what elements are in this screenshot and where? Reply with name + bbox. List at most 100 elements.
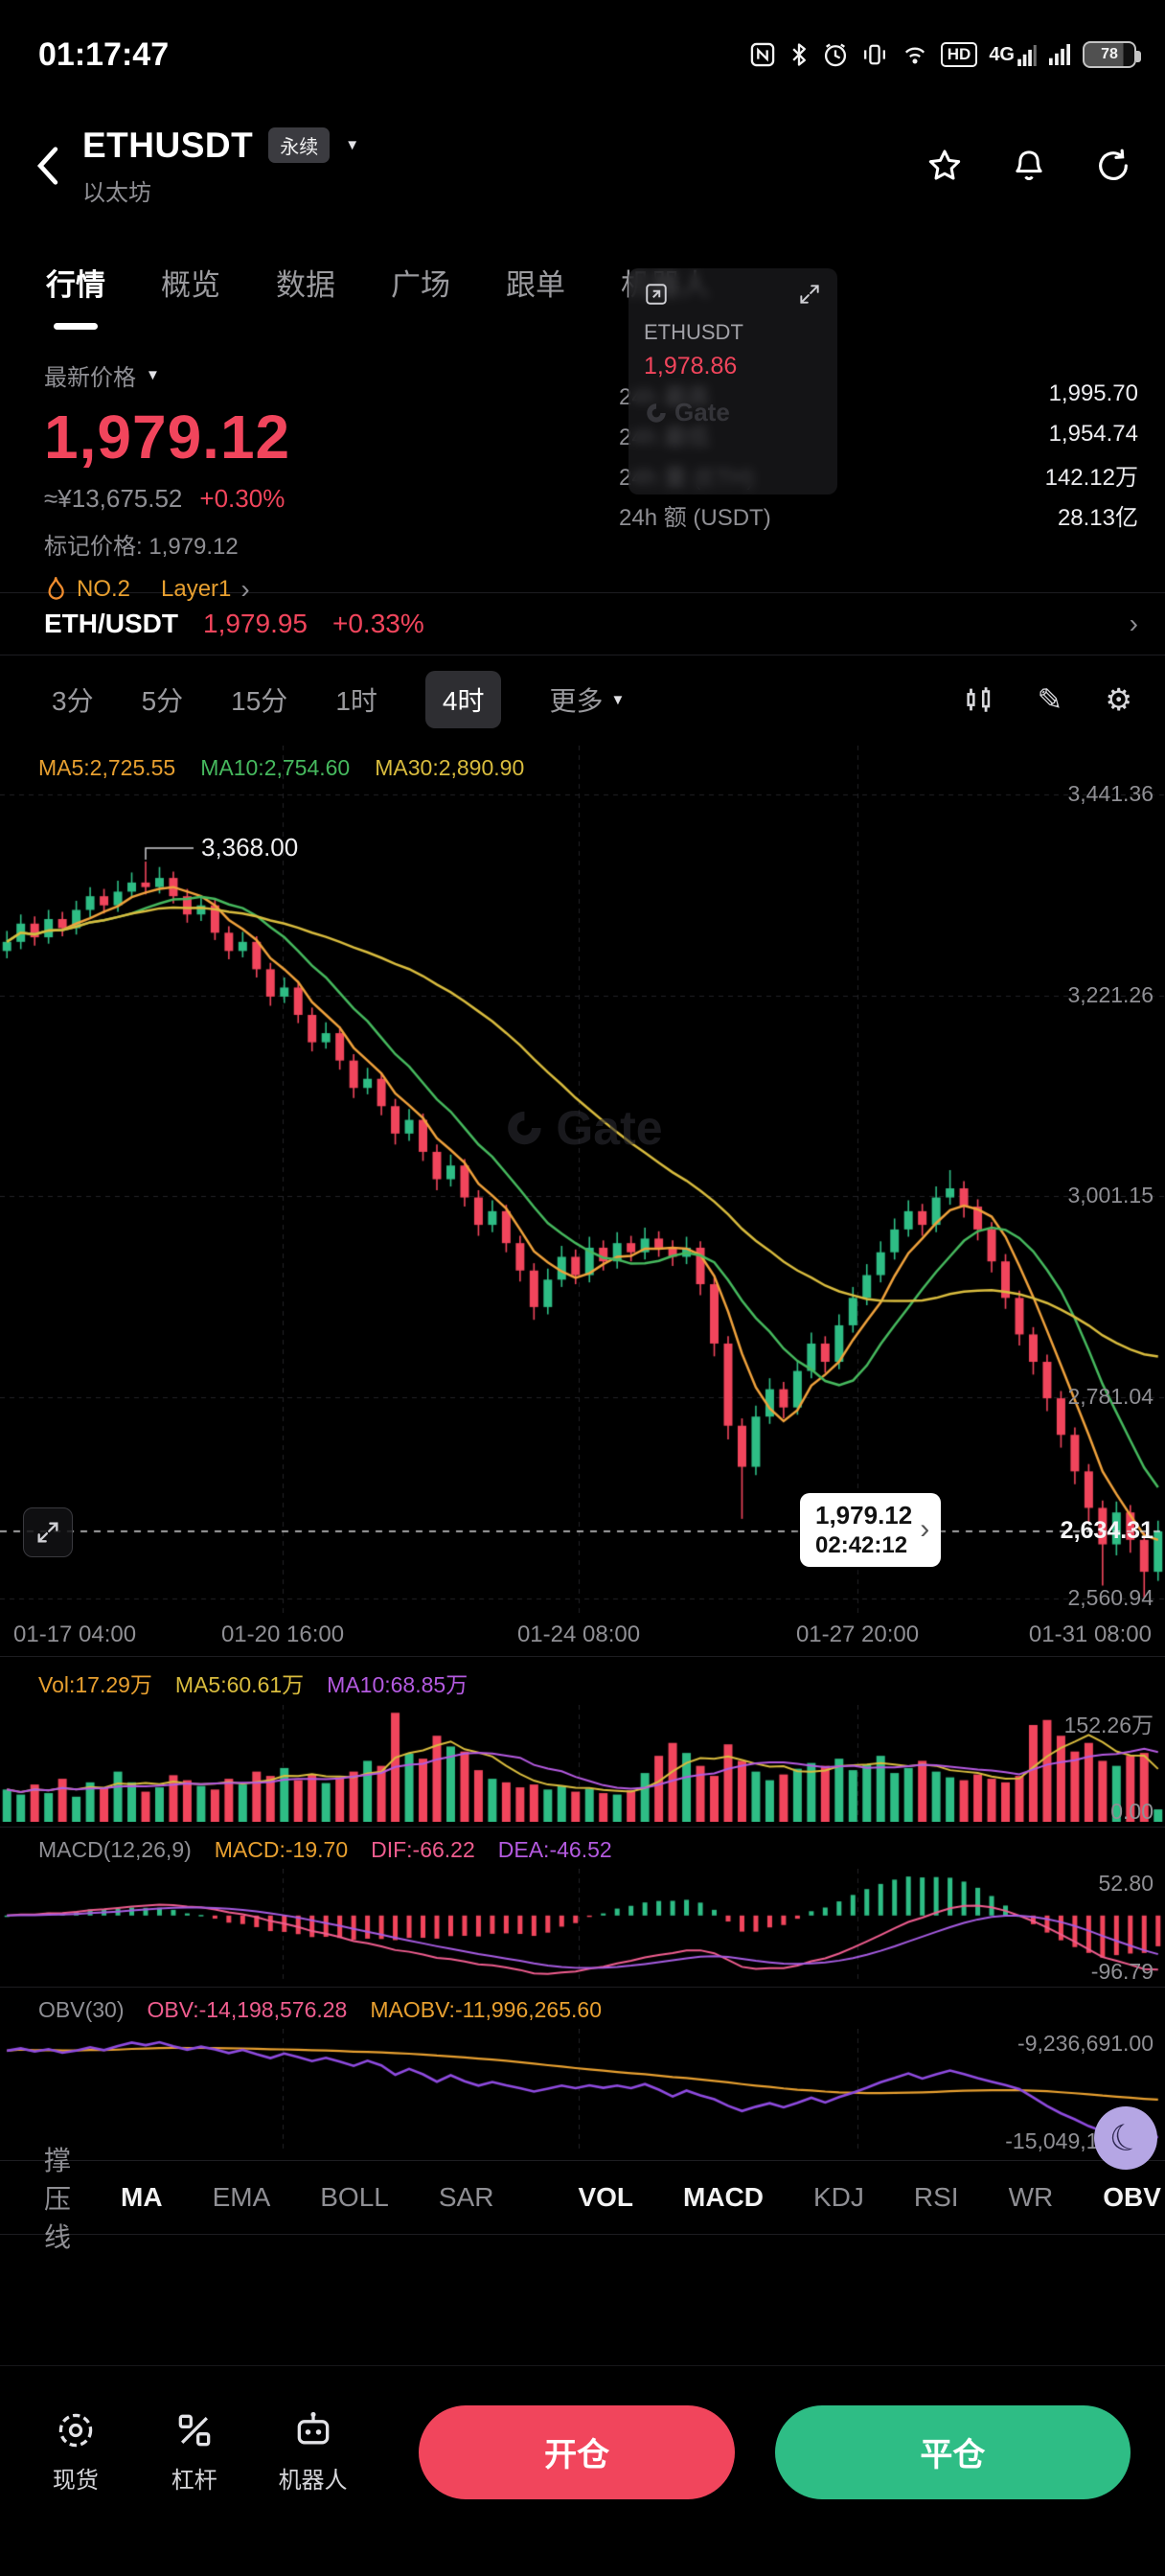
vol-y-min: 0.00 (1110, 1799, 1154, 1824)
latest-price-dropdown[interactable]: 最新价格 ▼ (44, 365, 160, 391)
current-price-badge[interactable]: 1,979.12 02:42:12 › (800, 1492, 942, 1567)
tf-3m[interactable]: 3分 (52, 686, 94, 716)
spot-pair-row[interactable]: ETH/USDT 1,979.95 +0.33% › (0, 592, 1165, 656)
vol-value-label: Vol:17.29万 (38, 1672, 152, 1697)
indicator-bar: 撑压线 MA EMA BOLL SAR VOL MACD KDJ RSI WR … (0, 2146, 1165, 2252)
nfc-icon (749, 41, 776, 68)
vol-ma10-label: MA10:68.85万 (327, 1672, 468, 1697)
tf-4h[interactable]: 4时 (424, 671, 502, 728)
obv-name-label: OBV(30) (38, 1997, 125, 2022)
indicator-wr[interactable]: WR (1008, 2182, 1054, 2212)
gate-watermark: Gate (502, 1100, 663, 1156)
indicator-sar[interactable]: SAR (438, 2182, 494, 2212)
tab-copy-trading[interactable]: 跟单 (506, 268, 565, 302)
vol-y-max: 152.26万 (1063, 1713, 1154, 1737)
favorite-star-icon[interactable] (925, 147, 964, 185)
pip-return-icon[interactable] (644, 282, 669, 307)
dea-value-label: DEA:-46.52 (497, 1837, 612, 1862)
peak-annotation: 3,368.00 (201, 832, 299, 862)
mini-chart-window[interactable]: ETHUSDT 1,978.86 Gate (628, 268, 837, 494)
dif-value-label: DIF:-66.22 (371, 1837, 475, 1862)
indicator-boll[interactable]: BOLL (320, 2182, 389, 2212)
candlestick-canvas[interactable] (0, 746, 1165, 1613)
bot-tool-button[interactable]: 机器人 (272, 2409, 354, 2495)
indicator-obv[interactable]: OBV (1103, 2182, 1161, 2212)
x-axis: 01-17 04:00 01-20 16:00 01-24 08:00 01-2… (0, 1616, 1165, 1656)
obv-panel: OBV(30) OBV:-14,198,576.28 MAOBV:-11,996… (0, 1987, 1165, 2170)
share-refresh-icon[interactable] (1094, 147, 1132, 185)
flame-icon (44, 576, 67, 603)
candle-countdown: 02:42:12 (815, 1531, 908, 1558)
ma5-label: MA5:2,725.55 (38, 755, 176, 780)
macd-y-max: 52.80 (1098, 1871, 1154, 1896)
tab-market[interactable]: 行情 (46, 261, 105, 330)
back-button[interactable] (21, 132, 75, 199)
obv-y-max: -9,236,691.00 (1017, 2031, 1154, 2056)
status-icons: HD 4G 78 (749, 41, 1141, 68)
tab-data[interactable]: 数据 (276, 268, 335, 302)
layer-tag[interactable]: Layer1 (161, 576, 232, 602)
status-bar: 01:17:47 HD 4G 78 (0, 0, 1165, 100)
x-label: 01-24 08:00 (516, 1622, 641, 1647)
chart-y-label: 3,221.26 (1067, 981, 1154, 1007)
x-label: 01-31 08:00 (1028, 1622, 1152, 1647)
chevron-right-icon: › (1129, 609, 1138, 638)
notification-bell-icon[interactable] (1010, 147, 1048, 185)
bluetooth-icon (788, 41, 811, 68)
tf-15m[interactable]: 15分 (231, 686, 288, 716)
open-position-button[interactable]: 开仓 (419, 2404, 735, 2499)
macd-panel: MACD(12,26,9) MACD:-19.70 DIF:-66.22 DEA… (0, 1827, 1165, 1987)
gate-logo: Gate (644, 398, 822, 427)
moon-icon: ☾ (1104, 2114, 1148, 2163)
fullscreen-chart-button[interactable] (23, 1507, 73, 1557)
night-mode-floating-button[interactable]: ☾ (1094, 2106, 1157, 2170)
chart-settings-icon[interactable]: ⚙ (1105, 682, 1132, 717)
indicator-macd[interactable]: MACD (683, 2182, 764, 2212)
close-position-button[interactable]: 平仓 (774, 2404, 1131, 2499)
spot-tool-button[interactable]: 现货 (34, 2409, 117, 2495)
indicator-ema[interactable]: EMA (212, 2182, 271, 2212)
indicator-support-line[interactable]: 撑压线 (44, 2146, 72, 2252)
tf-more-dropdown[interactable]: 更多 ▼ (549, 686, 626, 716)
chevron-down-icon: ▼ (610, 691, 626, 708)
x-label: 01-17 04:00 (13, 1622, 137, 1647)
chart-y-label: 2,781.04 (1067, 1384, 1154, 1410)
macd-canvas[interactable] (0, 1869, 1165, 1982)
mini-window-price: 1,978.86 (644, 353, 738, 380)
indicator-vol[interactable]: VOL (578, 2182, 633, 2212)
header: ETHUSDT 永续 ▼ 以太坊 (0, 100, 1165, 222)
symbol-selector[interactable]: ETHUSDT 永续 ▼ (82, 126, 359, 166)
ma30-label: MA30:2,890.90 (375, 755, 525, 780)
tab-overview[interactable]: 概览 (161, 268, 220, 302)
price-info-section: 最新价格 ▼ 1,979.12 ≈¥13,675.52 +0.30% 标记价格:… (0, 330, 1165, 603)
hotspot-icon (901, 41, 929, 68)
hot-rank[interactable]: NO.2 (77, 576, 131, 602)
fiat-value: ≈¥13,675.52 (44, 484, 183, 513)
ma-labels: MA5:2,725.55 MA10:2,754.60 MA30:2,890.90 (38, 755, 524, 781)
macd-value-label: MACD:-19.70 (214, 1837, 349, 1862)
perpetual-badge: 永续 (268, 127, 331, 163)
network-4g-label: 4G (989, 44, 1037, 66)
indicator-kdj[interactable]: KDJ (813, 2182, 864, 2212)
obv-canvas[interactable] (0, 2029, 1165, 2151)
indicator-rsi[interactable]: RSI (913, 2182, 959, 2212)
last-price: 1,979.12 (44, 402, 291, 472)
chart-style-icon[interactable] (963, 683, 995, 716)
x-label: 01-27 20:00 (795, 1622, 920, 1647)
coin-name: 以太坊 (82, 179, 151, 206)
expand-icon[interactable] (797, 282, 822, 307)
stat-row: 24h 额 (USDT) 28.13亿 (619, 504, 1138, 531)
margin-tool-button[interactable]: 杠杆 (153, 2409, 236, 2495)
timeframe-bar: 3分 5分 15分 1时 4时 更多 ▼ ✎ ⚙ (0, 656, 1165, 744)
draw-pencil-icon[interactable]: ✎ (1037, 682, 1063, 717)
page-title: ETHUSDT (82, 125, 254, 165)
macd-name-label: MACD(12,26,9) (38, 1837, 192, 1862)
chevron-down-icon: ▼ (146, 367, 160, 383)
chevron-right-icon: › (920, 1513, 930, 1546)
tf-1h[interactable]: 1时 (335, 686, 377, 716)
volume-canvas[interactable] (0, 1705, 1165, 1822)
indicator-ma[interactable]: MA (121, 2182, 163, 2212)
tab-square[interactable]: 广场 (391, 268, 450, 302)
mark-price: 标记价格: 1,979.12 (44, 534, 239, 560)
tf-5m[interactable]: 5分 (141, 686, 184, 716)
